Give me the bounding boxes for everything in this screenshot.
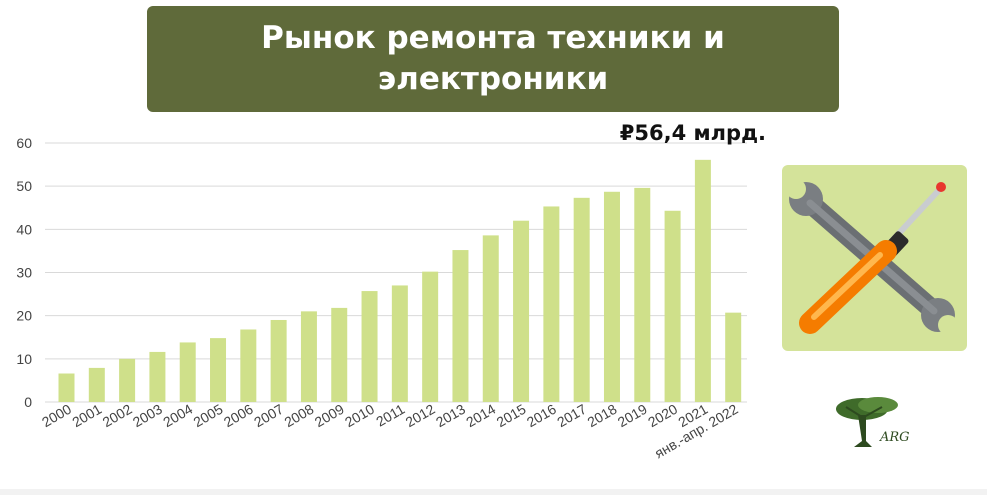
x-tick-label: 2013 [433, 401, 468, 431]
y-tick-label: 50 [16, 178, 32, 194]
y-tick-label: 40 [16, 221, 32, 237]
bar [149, 351, 166, 402]
y-tick-label: 10 [16, 351, 32, 367]
x-tick-label: 2000 [39, 401, 74, 431]
title-banner: Рынок ремонта техники и электроники [147, 6, 839, 112]
tree-icon [836, 397, 898, 447]
page-title: Рынок ремонта техники и электроники [261, 20, 725, 97]
bar [422, 271, 439, 402]
bar [482, 235, 499, 402]
bar [725, 312, 742, 402]
logo-text: ARG [880, 430, 910, 445]
bar [240, 329, 257, 402]
x-tick-label: 2009 [312, 401, 347, 431]
x-tick-label: 2008 [281, 401, 316, 431]
bar [58, 373, 75, 402]
company-logo: ARG [832, 395, 912, 453]
bar [543, 206, 560, 402]
bar [452, 250, 469, 402]
x-tick-label: 2017 [554, 401, 589, 431]
y-tick-label: 0 [24, 394, 32, 410]
x-tick-label: 2011 [373, 401, 407, 430]
x-tick-label: 2015 [494, 401, 529, 431]
x-tick-label: 2012 [403, 401, 438, 431]
bar [391, 285, 408, 402]
bar [664, 210, 681, 402]
y-tick-label: 60 [16, 135, 32, 151]
bar [210, 338, 227, 402]
screwdriver-icon [799, 182, 946, 334]
tools-illustration [782, 165, 967, 351]
bar [331, 307, 348, 402]
x-tick-label: 2014 [463, 401, 498, 431]
x-tick-label: 2020 [645, 401, 680, 431]
x-tick-label: 2003 [130, 401, 165, 431]
bar [119, 358, 136, 402]
x-tick-label: 2019 [615, 401, 650, 431]
bar [634, 187, 651, 402]
x-tick-label: 2016 [524, 401, 559, 431]
bar [694, 159, 711, 402]
bar [361, 291, 378, 402]
bar [300, 311, 317, 402]
bar [603, 191, 620, 402]
bar [270, 319, 287, 402]
y-tick-label: 30 [16, 265, 32, 281]
x-tick-label: 2002 [100, 401, 135, 431]
y-tick-label: 20 [16, 308, 32, 324]
bar [179, 342, 196, 402]
x-tick-label: 2001 [69, 401, 104, 431]
x-tick-label: 2006 [221, 401, 256, 431]
annotation-label: ₽56,4 млрд. [620, 121, 766, 145]
x-tick-label: 2018 [584, 401, 619, 431]
x-tick-label: 2010 [342, 401, 377, 431]
bar [573, 197, 590, 402]
bar [88, 367, 105, 402]
footer-divider [0, 489, 987, 495]
x-tick-label: 2004 [160, 401, 195, 431]
x-tick-label: 2007 [251, 401, 286, 431]
x-tick-label: 2005 [191, 401, 226, 431]
bar [513, 220, 530, 402]
